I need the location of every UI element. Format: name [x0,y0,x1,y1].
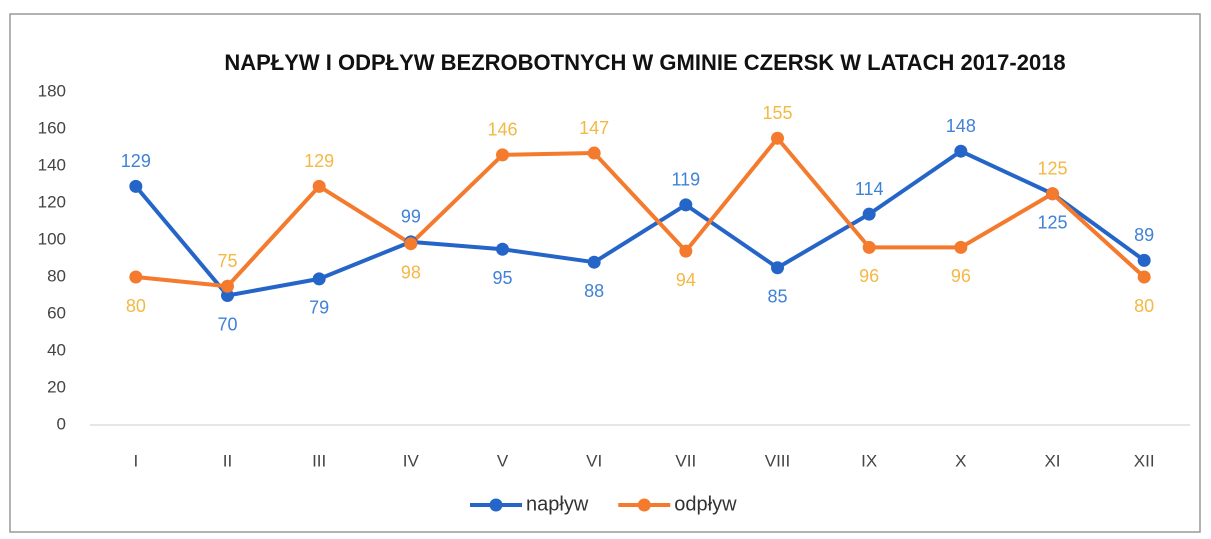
data-label: 114 [855,179,884,199]
data-point [862,240,876,254]
chart-title: NAPŁYW I ODPŁYW BEZROBOTNYCH W GMINIE CZ… [224,50,1065,75]
x-tick-label: XI [1044,451,1060,470]
x-tick-label: IV [403,451,420,470]
y-tick-label: 40 [47,340,66,359]
y-tick-label: 120 [38,192,66,211]
data-point [587,255,601,269]
data-label: 95 [492,268,512,288]
data-label: 96 [951,266,971,286]
data-point [312,179,326,193]
data-label: 146 [487,120,517,140]
y-tick-label: 180 [38,81,66,100]
data-label: 79 [309,298,329,318]
data-point [312,272,326,286]
x-tick-label: IX [861,451,877,470]
data-point [221,279,234,293]
legend-label: napływ [526,493,589,515]
data-label: 70 [217,314,237,334]
series-line [134,149,1146,298]
data-label: 80 [1134,296,1154,316]
data-point [679,198,693,212]
data-point [954,144,968,158]
x-tick-label: V [497,451,509,470]
data-point [862,207,876,221]
data-label: 129 [121,151,151,171]
data-point [954,240,968,254]
data-point [587,146,601,160]
legend-label: odpływ [674,493,737,515]
data-point [679,244,693,258]
data-label: 94 [676,270,696,290]
data-label: 85 [767,287,787,307]
data-point [221,289,234,302]
data-label: 119 [671,170,700,190]
y-tick-label: 80 [47,266,66,285]
data-label: 148 [946,116,976,136]
chart-frame [9,13,1201,533]
x-tick-label: X [955,451,966,470]
data-label: 88 [584,281,604,301]
y-tick-label: 160 [38,118,66,137]
x-tick-label: XII [1134,451,1155,470]
data-point [129,270,143,284]
data-point [496,148,509,162]
data-label: 129 [304,151,334,171]
x-tick-label: VII [675,451,696,470]
data-label: 89 [1134,225,1154,245]
data-label: 147 [579,118,609,138]
data-label: 99 [401,207,421,227]
legend-marker [637,498,651,512]
x-tick-label: III [312,451,326,470]
data-point [496,242,509,256]
data-point [129,179,143,193]
data-point [771,261,784,275]
data-point [404,237,418,251]
data-point [1137,270,1151,284]
y-tick-label: 20 [47,377,66,396]
data-label: 96 [859,266,879,286]
x-tick-label: I [133,451,138,470]
data-label: 125 [1037,159,1067,179]
y-tick-label: 0 [57,414,66,433]
legend-marker [489,498,503,512]
data-label: 75 [217,251,237,271]
data-point [1137,253,1151,267]
x-tick-label: VI [586,451,602,470]
data-label: 155 [762,103,792,123]
x-tick-label: II [223,451,232,470]
y-tick-label: 140 [38,155,66,174]
y-tick-label: 100 [38,229,66,248]
data-label: 80 [126,296,146,316]
data-point [1046,187,1059,201]
data-point [771,131,784,145]
data-label: 125 [1037,213,1067,233]
y-tick-label: 60 [47,303,66,322]
data-label: 98 [401,262,421,282]
series-line [135,136,1146,289]
x-tick-label: VIII [765,451,791,470]
